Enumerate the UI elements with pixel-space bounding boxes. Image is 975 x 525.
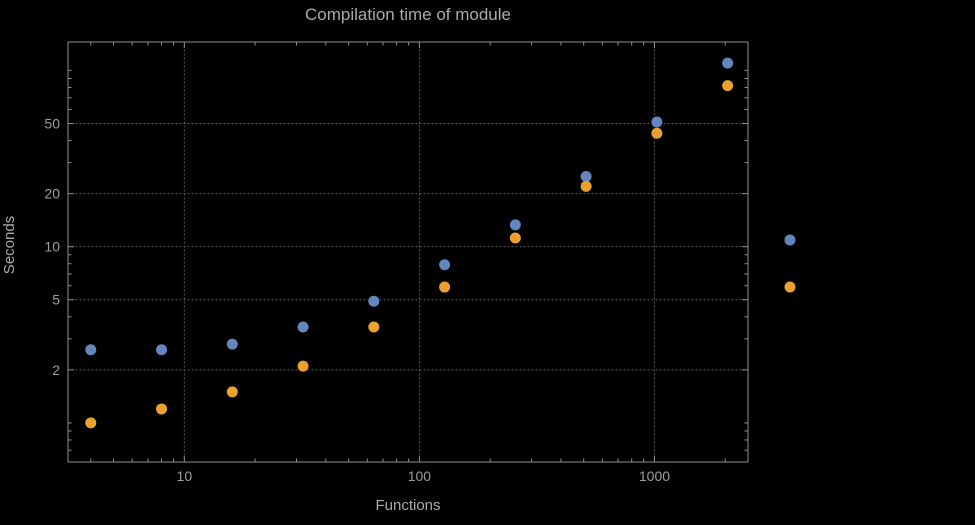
y-tick-label: 20	[44, 186, 60, 202]
data-point-series-1	[368, 295, 380, 307]
data-point-series-1	[722, 57, 734, 69]
data-point-series-1	[580, 171, 592, 183]
legend-marker-2	[784, 281, 796, 293]
legend-marker-1	[784, 234, 796, 246]
x-tick-label: 100	[408, 468, 432, 484]
data-point-series-2	[85, 417, 97, 429]
data-point-series-1	[156, 344, 168, 356]
chart-title: Compilation time of module	[305, 5, 511, 24]
y-tick-label: 50	[44, 115, 60, 131]
data-point-series-1	[651, 116, 663, 128]
data-point-series-2	[722, 80, 734, 92]
y-tick-label: 10	[44, 239, 60, 255]
plot-frame	[67, 41, 749, 463]
x-tick-label: 10	[177, 468, 193, 484]
data-point-series-2	[439, 281, 451, 293]
y-tick-label: 2	[52, 362, 60, 378]
data-point-series-1	[297, 321, 309, 333]
x-axis-label: Functions	[375, 497, 441, 514]
data-point-series-1	[226, 338, 238, 350]
data-point-series-1	[85, 344, 97, 356]
data-point-series-2	[651, 127, 663, 139]
data-point-series-2	[226, 386, 238, 398]
data-point-series-2	[580, 180, 592, 192]
data-point-series-2	[509, 232, 521, 244]
data-point-series-1	[439, 259, 451, 271]
y-tick-label: 5	[52, 292, 60, 308]
data-point-series-1	[509, 219, 521, 231]
data-point-series-2	[156, 403, 168, 415]
x-tick-label: 1000	[639, 468, 670, 484]
data-point-series-2	[368, 321, 380, 333]
data-point-series-2	[297, 360, 309, 372]
